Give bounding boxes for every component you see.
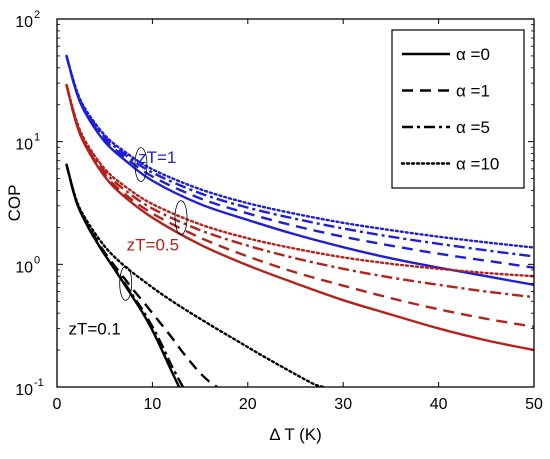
- y-tick-exponent: -1: [34, 377, 44, 389]
- series-line-10: [65, 164, 184, 387]
- legend-label-1: α =1: [456, 82, 490, 101]
- legend: α =0 α =1 α =5 α =10: [391, 29, 525, 189]
- series-line-5: [65, 84, 534, 328]
- x-tick-label: 50: [525, 396, 543, 413]
- x-axis-label: Δ T (K): [269, 425, 322, 444]
- series-line-3: [65, 54, 534, 249]
- group-label-2: zT=0.1: [68, 319, 120, 338]
- x-tick-label: 30: [334, 396, 352, 413]
- series-line-6: [65, 84, 534, 299]
- y-tick-exponent: 1: [34, 132, 40, 144]
- group-labels: zT=1 zT=0.5 zT=0.1: [68, 147, 188, 338]
- legend-box: [391, 29, 525, 189]
- group-label-1: zT=0.5: [127, 236, 179, 255]
- x-tick-label: 20: [239, 396, 257, 413]
- series-line-4: [65, 84, 534, 352]
- y-tick-label: 10: [15, 259, 33, 276]
- legend-label-0: α =0: [456, 45, 490, 64]
- x-tick-label: 10: [144, 396, 162, 413]
- group-ellipse-1: [174, 200, 188, 236]
- series-layer: [65, 54, 534, 387]
- y-tick-label: 10: [15, 14, 33, 31]
- legend-label-2: α =5: [456, 118, 490, 137]
- series-line-11: [65, 163, 326, 387]
- plot-area-frame: [56, 18, 535, 388]
- y-tick-exponent: 2: [34, 9, 40, 21]
- y-axis-label: COP: [5, 185, 24, 222]
- series-line-1: [65, 55, 534, 269]
- series-line-7: [65, 83, 534, 278]
- y-tick-label: 10: [15, 382, 33, 399]
- y-tick-label: 10: [15, 137, 33, 154]
- group-ellipse-0: [134, 147, 148, 183]
- legend-label-3: α =10: [456, 155, 499, 174]
- x-tick-label: 40: [430, 396, 448, 413]
- y-tick-exponent: 0: [34, 254, 40, 266]
- x-tick-label: 0: [53, 396, 62, 413]
- group-label-0: zT=1: [138, 148, 176, 167]
- group-ellipse-2: [119, 265, 133, 301]
